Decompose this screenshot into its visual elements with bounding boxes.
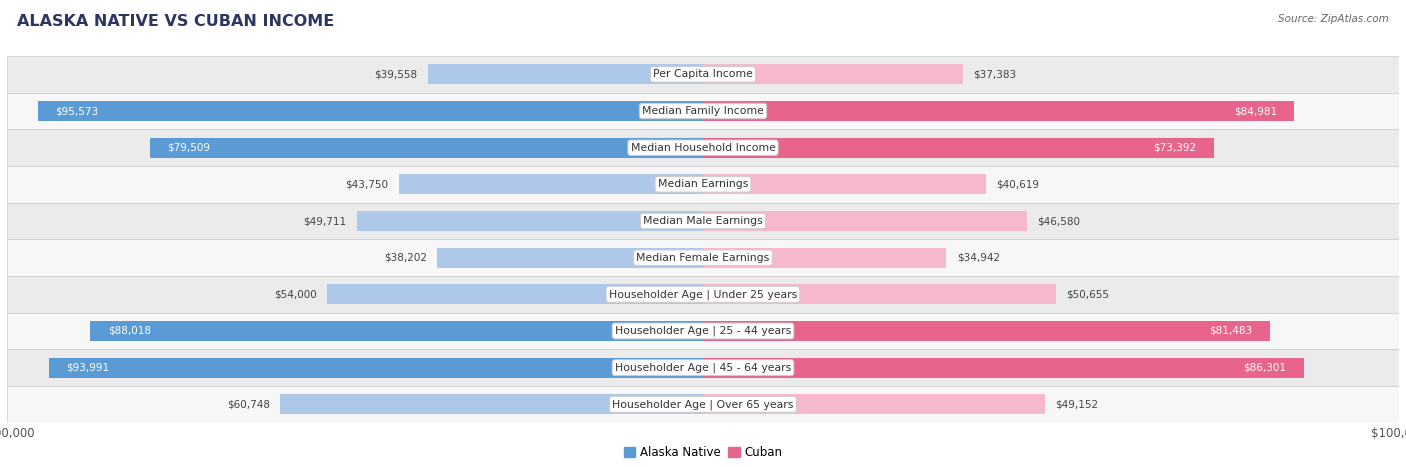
Bar [703, 64, 963, 85]
Bar [703, 284, 1056, 304]
Text: $84,981: $84,981 [1234, 106, 1277, 116]
Text: Per Capita Income: Per Capita Income [652, 70, 754, 79]
Text: $39,558: $39,558 [374, 70, 418, 79]
Text: $37,383: $37,383 [973, 70, 1017, 79]
Text: $49,711: $49,711 [304, 216, 347, 226]
Text: Median Household Income: Median Household Income [630, 143, 776, 153]
Bar [7, 239, 1399, 276]
Bar [703, 211, 1028, 231]
Bar [703, 174, 986, 194]
Bar [7, 92, 1399, 129]
Text: $38,202: $38,202 [384, 253, 426, 262]
Bar [38, 101, 703, 121]
Legend: Alaska Native, Cuban: Alaska Native, Cuban [623, 446, 783, 459]
Bar [7, 129, 1399, 166]
Text: Householder Age | Under 25 years: Householder Age | Under 25 years [609, 289, 797, 299]
Text: Householder Age | 45 - 64 years: Householder Age | 45 - 64 years [614, 362, 792, 373]
Bar [149, 138, 703, 158]
Text: Median Male Earnings: Median Male Earnings [643, 216, 763, 226]
Bar [703, 101, 1295, 121]
Text: $34,942: $34,942 [956, 253, 1000, 262]
Text: $40,619: $40,619 [995, 179, 1039, 189]
Bar [7, 276, 1399, 313]
Text: Median Family Income: Median Family Income [643, 106, 763, 116]
Bar [357, 211, 703, 231]
Bar [7, 349, 1399, 386]
Bar [7, 56, 1399, 92]
Text: $93,991: $93,991 [66, 363, 110, 373]
Bar [703, 321, 1270, 341]
Text: $95,573: $95,573 [55, 106, 98, 116]
Text: $54,000: $54,000 [274, 290, 316, 299]
Bar [49, 358, 703, 378]
Text: $73,392: $73,392 [1153, 143, 1197, 153]
Text: Median Female Earnings: Median Female Earnings [637, 253, 769, 262]
Text: $79,509: $79,509 [167, 143, 209, 153]
Text: $60,748: $60,748 [226, 399, 270, 409]
Bar [427, 64, 703, 85]
Bar [328, 284, 703, 304]
Text: $49,152: $49,152 [1056, 399, 1098, 409]
Text: $46,580: $46,580 [1038, 216, 1081, 226]
Text: $43,750: $43,750 [344, 179, 388, 189]
Bar [703, 248, 946, 268]
Bar [7, 203, 1399, 240]
Bar [7, 166, 1399, 203]
Text: $50,655: $50,655 [1066, 290, 1109, 299]
Text: Householder Age | 25 - 44 years: Householder Age | 25 - 44 years [614, 326, 792, 336]
Bar [90, 321, 703, 341]
Text: Householder Age | Over 65 years: Householder Age | Over 65 years [612, 399, 794, 410]
Bar [703, 358, 1303, 378]
Bar [7, 313, 1399, 349]
Text: $88,018: $88,018 [108, 326, 150, 336]
Bar [398, 174, 703, 194]
Bar [280, 394, 703, 414]
Bar [7, 386, 1399, 423]
Text: Median Earnings: Median Earnings [658, 179, 748, 189]
Bar [703, 394, 1045, 414]
Text: Source: ZipAtlas.com: Source: ZipAtlas.com [1278, 14, 1389, 24]
Text: $86,301: $86,301 [1243, 363, 1286, 373]
Text: ALASKA NATIVE VS CUBAN INCOME: ALASKA NATIVE VS CUBAN INCOME [17, 14, 335, 29]
Text: $81,483: $81,483 [1209, 326, 1253, 336]
Bar [437, 248, 703, 268]
Bar [703, 138, 1213, 158]
